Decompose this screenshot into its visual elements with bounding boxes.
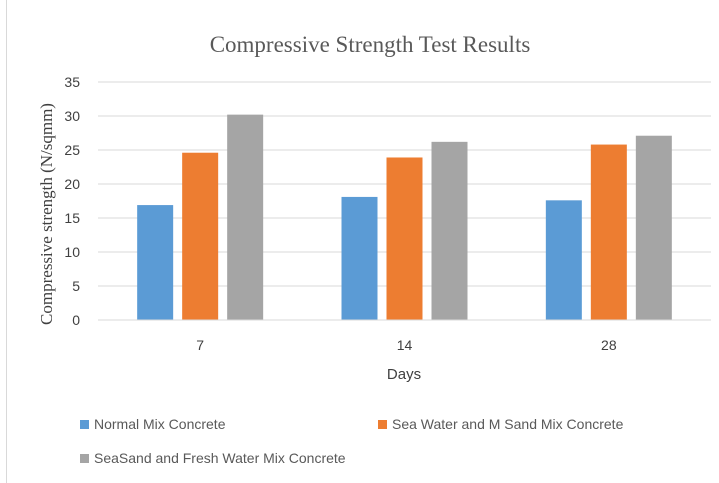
bar-14-series-0 <box>341 196 378 320</box>
y-axis-ticks: 0 5 10 15 20 25 30 35 <box>64 74 80 328</box>
bar-7-series-0 <box>137 205 174 320</box>
y-axis-title: Compressive strength (N/sqmm) <box>37 103 56 325</box>
y-tick-label: 25 <box>64 142 80 158</box>
x-tick-label: 14 <box>397 337 413 353</box>
y-tick-label: 35 <box>64 74 80 90</box>
y-tick-label: 0 <box>72 312 80 328</box>
bar-28-series-0 <box>545 200 582 320</box>
bar-chart: Compressive Strength Test Results 0 5 10 15… <box>37 32 711 383</box>
y-tick-label: 20 <box>64 176 80 192</box>
legend-swatch-icon <box>80 453 89 463</box>
bar-14-series-2 <box>431 141 468 320</box>
chart-title: Compressive Strength Test Results <box>210 32 531 57</box>
legend-item-normal-mix: Normal Mix Concrete <box>80 416 225 432</box>
bar-28-series-2 <box>635 135 672 320</box>
legend-label: Normal Mix Concrete <box>94 416 226 432</box>
x-axis-ticks: 7 14 28 <box>196 337 617 353</box>
bars <box>137 114 672 320</box>
legend-label: Sea Water and M Sand Mix Concrete <box>392 416 624 432</box>
bar-7-series-2 <box>227 114 264 320</box>
y-tick-label: 5 <box>72 278 80 294</box>
legend-item-seasand-fresh-water: SeaSand and Fresh Water Mix Concrete <box>80 450 346 466</box>
bar-28-series-1 <box>590 144 627 320</box>
legend-swatch-icon <box>378 419 387 429</box>
legend-label: SeaSand and Fresh Water Mix Concrete <box>94 450 346 466</box>
bar-14-series-1 <box>386 157 423 320</box>
y-tick-label: 10 <box>64 244 80 260</box>
legend-item-sea-water-m-sand: Sea Water and M Sand Mix Concrete <box>378 416 623 432</box>
x-tick-label: 7 <box>196 337 204 353</box>
x-axis-title: Days <box>387 366 421 383</box>
y-tick-label: 15 <box>64 210 80 226</box>
y-tick-label: 30 <box>64 108 80 124</box>
bar-7-series-1 <box>182 152 219 320</box>
legend-swatch-icon <box>80 419 89 429</box>
x-tick-label: 28 <box>601 337 617 353</box>
chart-frame <box>6 0 719 483</box>
